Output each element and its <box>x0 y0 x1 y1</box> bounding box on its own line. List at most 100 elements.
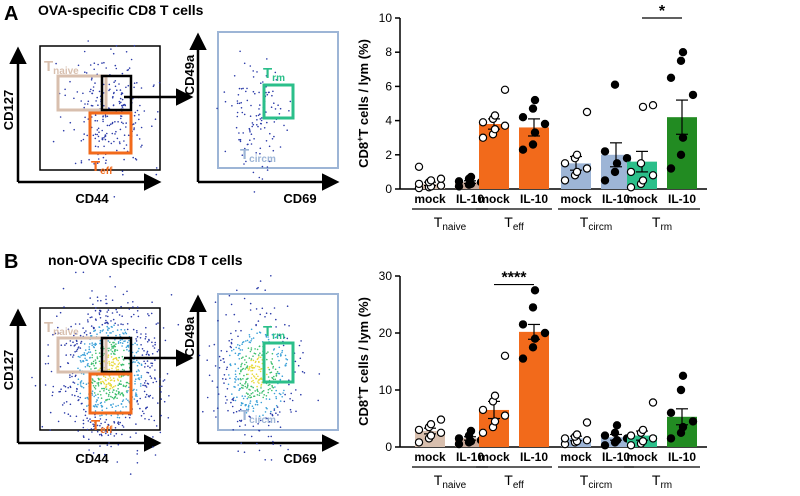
flow-event-dot <box>160 414 162 417</box>
flow-event-dot <box>240 357 243 360</box>
flow-event-dot <box>252 392 254 394</box>
flow-event-dot <box>105 332 108 334</box>
flow-event-dot <box>257 286 259 289</box>
flow-event-dot <box>133 44 136 47</box>
flow-event-dot <box>77 383 79 386</box>
flow-event-dot <box>116 329 119 331</box>
flow-event-dot <box>52 391 54 394</box>
flow-event-dot <box>140 126 143 129</box>
flow-event-dot <box>133 355 136 357</box>
flow-event-dot <box>94 119 96 122</box>
flow-event-dot <box>96 430 99 433</box>
flow-event-dot <box>108 347 110 350</box>
flow-event-dot <box>118 376 121 379</box>
x-axis-label: CD44 <box>75 191 109 206</box>
flow-event-dot <box>248 368 251 370</box>
flow-event-dot <box>237 335 239 338</box>
flow-event-dot <box>120 375 123 378</box>
flow-event-dot <box>265 335 268 337</box>
flow-event-dot <box>109 382 111 385</box>
flow-event-dot <box>117 379 119 382</box>
flow-event-dot <box>145 393 148 396</box>
flow-event-dot <box>108 364 111 366</box>
flow-event-dot <box>218 355 221 358</box>
flow-event-dot <box>258 360 260 363</box>
flow-event-dot <box>96 129 99 131</box>
flow-event-dot <box>256 71 258 73</box>
flow-event-dot <box>235 379 237 381</box>
flow-event-dot <box>74 394 76 397</box>
flow-event-dot <box>271 138 274 140</box>
group-label: Tcircm <box>580 214 612 233</box>
flow-event-dot <box>198 354 201 357</box>
data-point <box>648 434 658 443</box>
flow-event-dot <box>248 415 250 418</box>
flow-event-dot <box>115 45 118 47</box>
flow-event-dot <box>250 385 252 388</box>
flow-event-dot <box>257 423 259 425</box>
flow-event-dot <box>258 345 261 348</box>
flow-event-dot <box>100 422 102 425</box>
flow-event-dot <box>96 356 99 358</box>
flow-event-dot <box>93 423 96 426</box>
flow-event-dot <box>267 424 270 427</box>
data-point <box>490 124 500 134</box>
flow-event-dot <box>249 402 251 405</box>
flow-event-dot <box>80 100 82 102</box>
flow-event-dot <box>299 357 302 360</box>
flow-event-dot <box>264 459 267 461</box>
flow-event-dot <box>106 329 109 331</box>
flow-event-dot <box>93 364 95 367</box>
flow-event-dot <box>237 378 239 380</box>
flow-event-dot <box>140 415 143 417</box>
flow-event-dot <box>91 390 94 393</box>
flow-event-dot <box>93 68 95 71</box>
flow-event-dot <box>52 385 55 388</box>
flow-event-dot <box>152 381 154 384</box>
flow-event-dot <box>270 106 273 108</box>
flow-event-dot <box>122 323 124 326</box>
flow-event-dot <box>90 368 92 370</box>
flow-event-dot <box>250 338 253 340</box>
flow-event-dot <box>132 301 134 303</box>
flow-event-dot <box>258 429 261 432</box>
flow-event-dot <box>84 349 87 351</box>
flow-event-dot <box>240 369 242 371</box>
flow-event-dot <box>278 372 281 375</box>
flow-event-dot <box>257 365 259 368</box>
flow-event-dot <box>127 69 130 71</box>
flow-event-dot <box>135 340 138 342</box>
flow-event-dot <box>102 387 105 390</box>
flow-event-dot <box>63 306 65 308</box>
flow-event-dot <box>238 419 241 422</box>
flow-event-dot <box>71 375 73 378</box>
flow-event-dot <box>255 400 258 402</box>
flow-event-dot <box>136 330 138 332</box>
flow-event-dot <box>103 137 105 139</box>
flow-event-dot <box>125 51 128 53</box>
flow-event-dot <box>161 385 163 388</box>
flow-event-dot <box>94 404 97 406</box>
flow-event-dot <box>265 75 268 77</box>
flow-event-dot <box>111 347 113 349</box>
flow-event-dot <box>91 105 94 107</box>
flow-plot-frame <box>217 31 339 169</box>
flow-event-dot <box>143 390 146 393</box>
flow-event-dot <box>244 363 246 366</box>
flow-event-dot <box>257 357 259 360</box>
data-point <box>572 150 582 159</box>
flow-event-dot <box>276 353 278 356</box>
flow-event-dot <box>99 169 101 172</box>
flow-event-dot <box>273 307 276 309</box>
flow-event-dot <box>102 115 104 118</box>
flow-event-dot <box>76 342 78 345</box>
flow-event-dot <box>241 362 243 365</box>
flow-event-dot <box>260 82 262 84</box>
flow-event-dot <box>247 396 250 398</box>
flow-event-dot <box>117 443 120 446</box>
data-point <box>478 405 488 415</box>
flow-event-dot <box>148 354 150 356</box>
flow-event-dot <box>154 369 156 371</box>
flow-event-dot <box>247 377 249 380</box>
flow-event-dot <box>105 386 108 388</box>
